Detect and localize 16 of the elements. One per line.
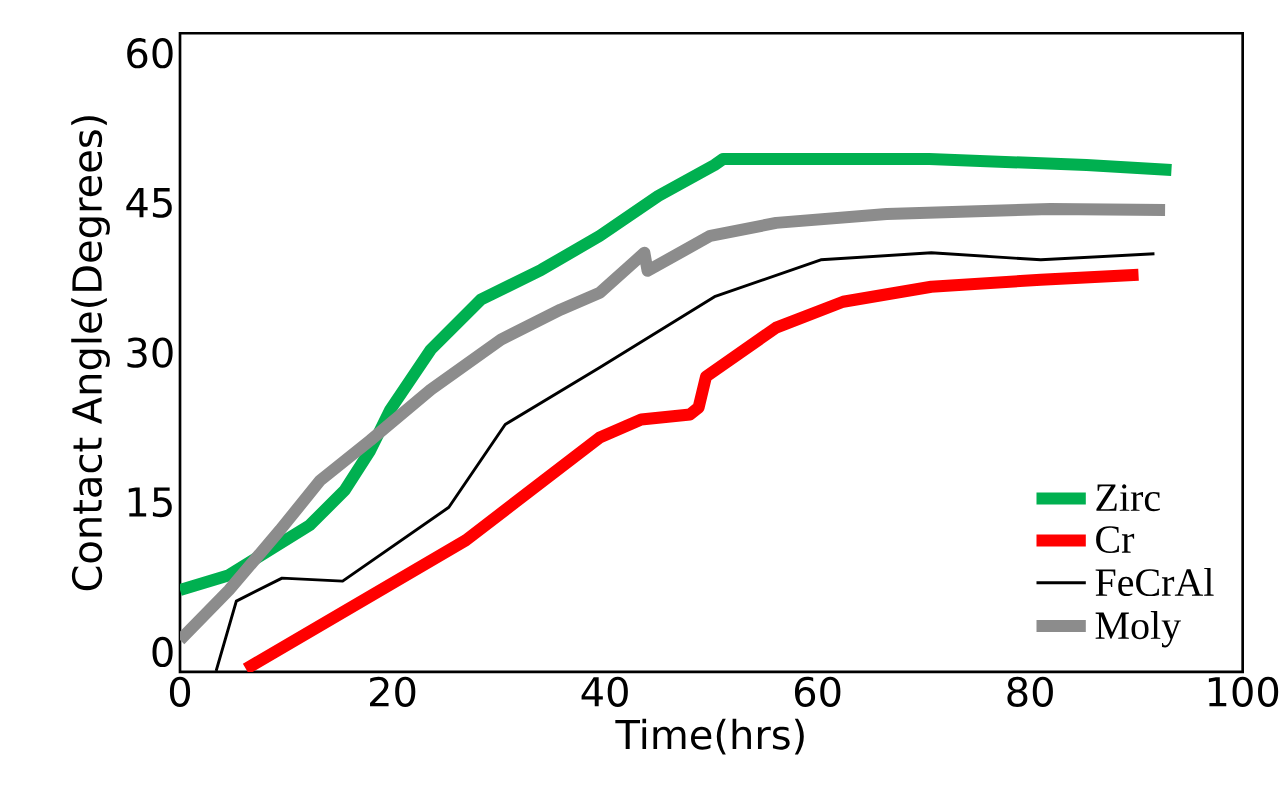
legend-label: Cr <box>1096 526 1135 554</box>
legend-label: Zirc <box>1096 484 1160 512</box>
legend-label: Moly <box>1095 611 1181 648</box>
x-tick-label: 40 <box>581 676 628 707</box>
y-tick-label: 0 <box>152 636 173 668</box>
x-tick-label: 60 <box>794 676 841 707</box>
y-tick-label: 45 <box>126 188 172 218</box>
y-axis-title: Contact Angle(Degrees) <box>71 116 110 591</box>
y-tick-label: 30 <box>127 337 173 368</box>
legend-label: FeCrAl <box>1095 567 1214 597</box>
y-tick-label: 15 <box>128 487 172 518</box>
y-tick-label: 60 <box>127 38 173 69</box>
x-tick-label: 100 <box>1208 676 1279 707</box>
x-axis-title: Time(hrs) <box>615 718 804 755</box>
x-tick-label: 80 <box>1007 676 1053 707</box>
x-tick-label: 20 <box>370 676 416 707</box>
